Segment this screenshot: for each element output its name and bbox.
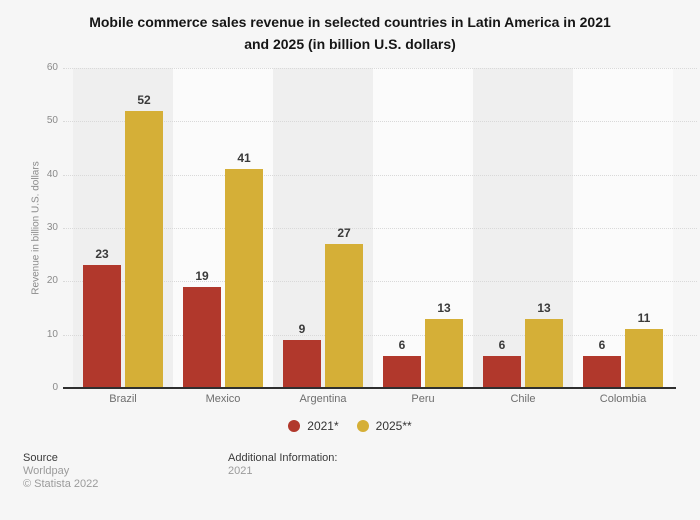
y-axis-tick-label: 60 xyxy=(46,62,58,73)
x-axis-label-colombia: Colombia xyxy=(599,393,647,405)
bar-brazil-2025 xyxy=(125,111,163,388)
copyright: © Statista 2022 xyxy=(23,478,99,490)
y-axis-tick-label: 10 xyxy=(46,328,58,340)
x-axis-label-brazil: Brazil xyxy=(109,393,137,405)
bar-value-label: 6 xyxy=(498,338,506,352)
bar-chile-2025 xyxy=(525,319,563,388)
bar-brazil-2021 xyxy=(83,265,121,388)
bar-colombia-2025 xyxy=(625,329,663,388)
bar-mexico-2021 xyxy=(183,287,221,388)
additional-info-block: Additional Information: 2021 xyxy=(228,452,337,478)
bar-argentina-2025 xyxy=(325,244,363,388)
gridline xyxy=(63,174,697,176)
x-axis-label-mexico: Mexico xyxy=(205,393,241,405)
x-axis-label-peru: Peru xyxy=(411,393,435,405)
bar-peru-2021 xyxy=(383,356,421,388)
gridline xyxy=(63,121,697,123)
source-block: Source Worldpay © Statista 2022 xyxy=(23,452,98,491)
legend-swatch-icon xyxy=(356,420,369,432)
bar-value-label: 13 xyxy=(537,301,551,315)
legend-label: 2021* xyxy=(307,419,339,433)
y-axis-tick-label: 20 xyxy=(46,275,58,287)
y-axis-tick-label: 30 xyxy=(46,222,58,233)
legend-swatch-icon xyxy=(288,420,301,432)
bar-value-label: 23 xyxy=(95,247,109,261)
bar-argentina-2021 xyxy=(283,340,321,388)
legend: 2021* 2025** xyxy=(0,419,700,433)
gridline xyxy=(63,68,697,69)
bar-value-label: 52 xyxy=(137,93,151,107)
legend-item: 2021* xyxy=(288,419,339,433)
x-axis-label-argentina: Argentina xyxy=(299,393,347,405)
legend-item: 2025** xyxy=(356,419,412,433)
y-axis-tick-label: 50 xyxy=(46,115,58,127)
source-value: Worldpay xyxy=(23,465,70,477)
bar-value-label: 9 xyxy=(298,322,306,336)
bar-value-label: 19 xyxy=(195,269,209,283)
chart-title: Mobile commerce sales revenue in selecte… xyxy=(0,11,700,55)
x-axis-label-chile: Chile xyxy=(510,393,536,405)
legend-label: 2025** xyxy=(375,419,412,433)
bar-value-label: 11 xyxy=(637,311,651,325)
bar-chile-2021 xyxy=(483,356,521,388)
additional-info-label: Additional Information: xyxy=(228,452,338,464)
y-axis-tick-label: 0 xyxy=(52,382,58,393)
chart-title-line-1: Mobile commerce sales revenue in selecte… xyxy=(89,14,611,30)
bar-mexico-2025 xyxy=(225,169,263,388)
bar-value-label: 6 xyxy=(598,338,606,352)
bar-peru-2025 xyxy=(425,319,463,388)
bar-value-label: 13 xyxy=(437,301,451,315)
x-axis-line xyxy=(63,387,676,389)
gridline xyxy=(63,334,697,336)
bar-value-label: 41 xyxy=(237,151,251,165)
bar-value-label: 27 xyxy=(337,226,351,240)
additional-info-value: 2021 xyxy=(228,465,253,477)
y-axis-tick-label: 40 xyxy=(46,168,58,180)
bar-value-label: 6 xyxy=(398,338,406,352)
source-label: Source xyxy=(23,452,58,464)
chart-title-line-2: and 2025 (in billion U.S. dollars) xyxy=(244,36,456,52)
gridline xyxy=(63,228,697,229)
bar-colombia-2021 xyxy=(583,356,621,388)
gridline xyxy=(63,281,697,283)
